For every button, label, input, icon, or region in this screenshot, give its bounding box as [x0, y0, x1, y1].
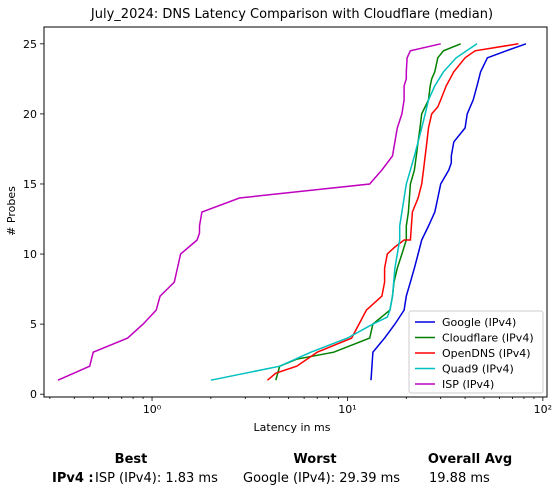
summary-table: Best Worst Overall Avg IPv4 : ISP (IPv4)…	[0, 446, 554, 496]
best-value: ISP (IPv4): 1.83 ms	[95, 471, 218, 486]
legend-label: Google (IPv4)	[442, 316, 516, 329]
legend-label: Cloudflare (IPv4)	[442, 332, 534, 345]
chart-title: July_2024: DNS Latency Comparison with C…	[90, 7, 493, 22]
y-tick-label: 0	[30, 388, 37, 401]
series-line-opendns-ipv4	[267, 43, 519, 381]
worst-value: Google (IPv4): 29.39 ms	[243, 471, 401, 486]
legend-label: Quad9 (IPv4)	[442, 363, 514, 376]
x-tick-label: 10¹	[338, 403, 356, 416]
legend-box	[408, 310, 544, 394]
x-tick-label: 10²	[534, 403, 552, 416]
y-tick-label: 25	[23, 38, 37, 51]
latency-chart: July_2024: DNS Latency Comparison with C…	[5, 7, 552, 434]
best-header: Best	[114, 452, 148, 467]
x-axis-label: Latency in ms	[254, 421, 331, 434]
legend-label: ISP (IPv4)	[442, 378, 494, 391]
series-line-isp-ipv4	[57, 43, 441, 381]
series-line-cloudflare-ipv4	[275, 43, 461, 381]
plot-frame	[43, 26, 548, 398]
overall-avg-value: 19.88 ms	[429, 471, 490, 486]
y-tick-label: 15	[23, 178, 37, 191]
y-tick-label: 10	[23, 248, 37, 261]
series-line-quad9-ipv4	[210, 43, 478, 381]
y-tick-label: 20	[23, 108, 37, 121]
ipv4-row-label: IPv4 :	[52, 471, 94, 486]
y-tick-label: 5	[30, 318, 37, 331]
series-line-google-ipv4	[370, 43, 527, 381]
worst-header: Worst	[293, 452, 337, 467]
x-tick-label: 10⁰	[143, 403, 162, 416]
overall-avg-header: Overall Avg	[427, 452, 513, 467]
legend-label: OpenDNS (IPv4)	[442, 347, 531, 360]
y-axis-label: # Probes	[5, 186, 18, 236]
